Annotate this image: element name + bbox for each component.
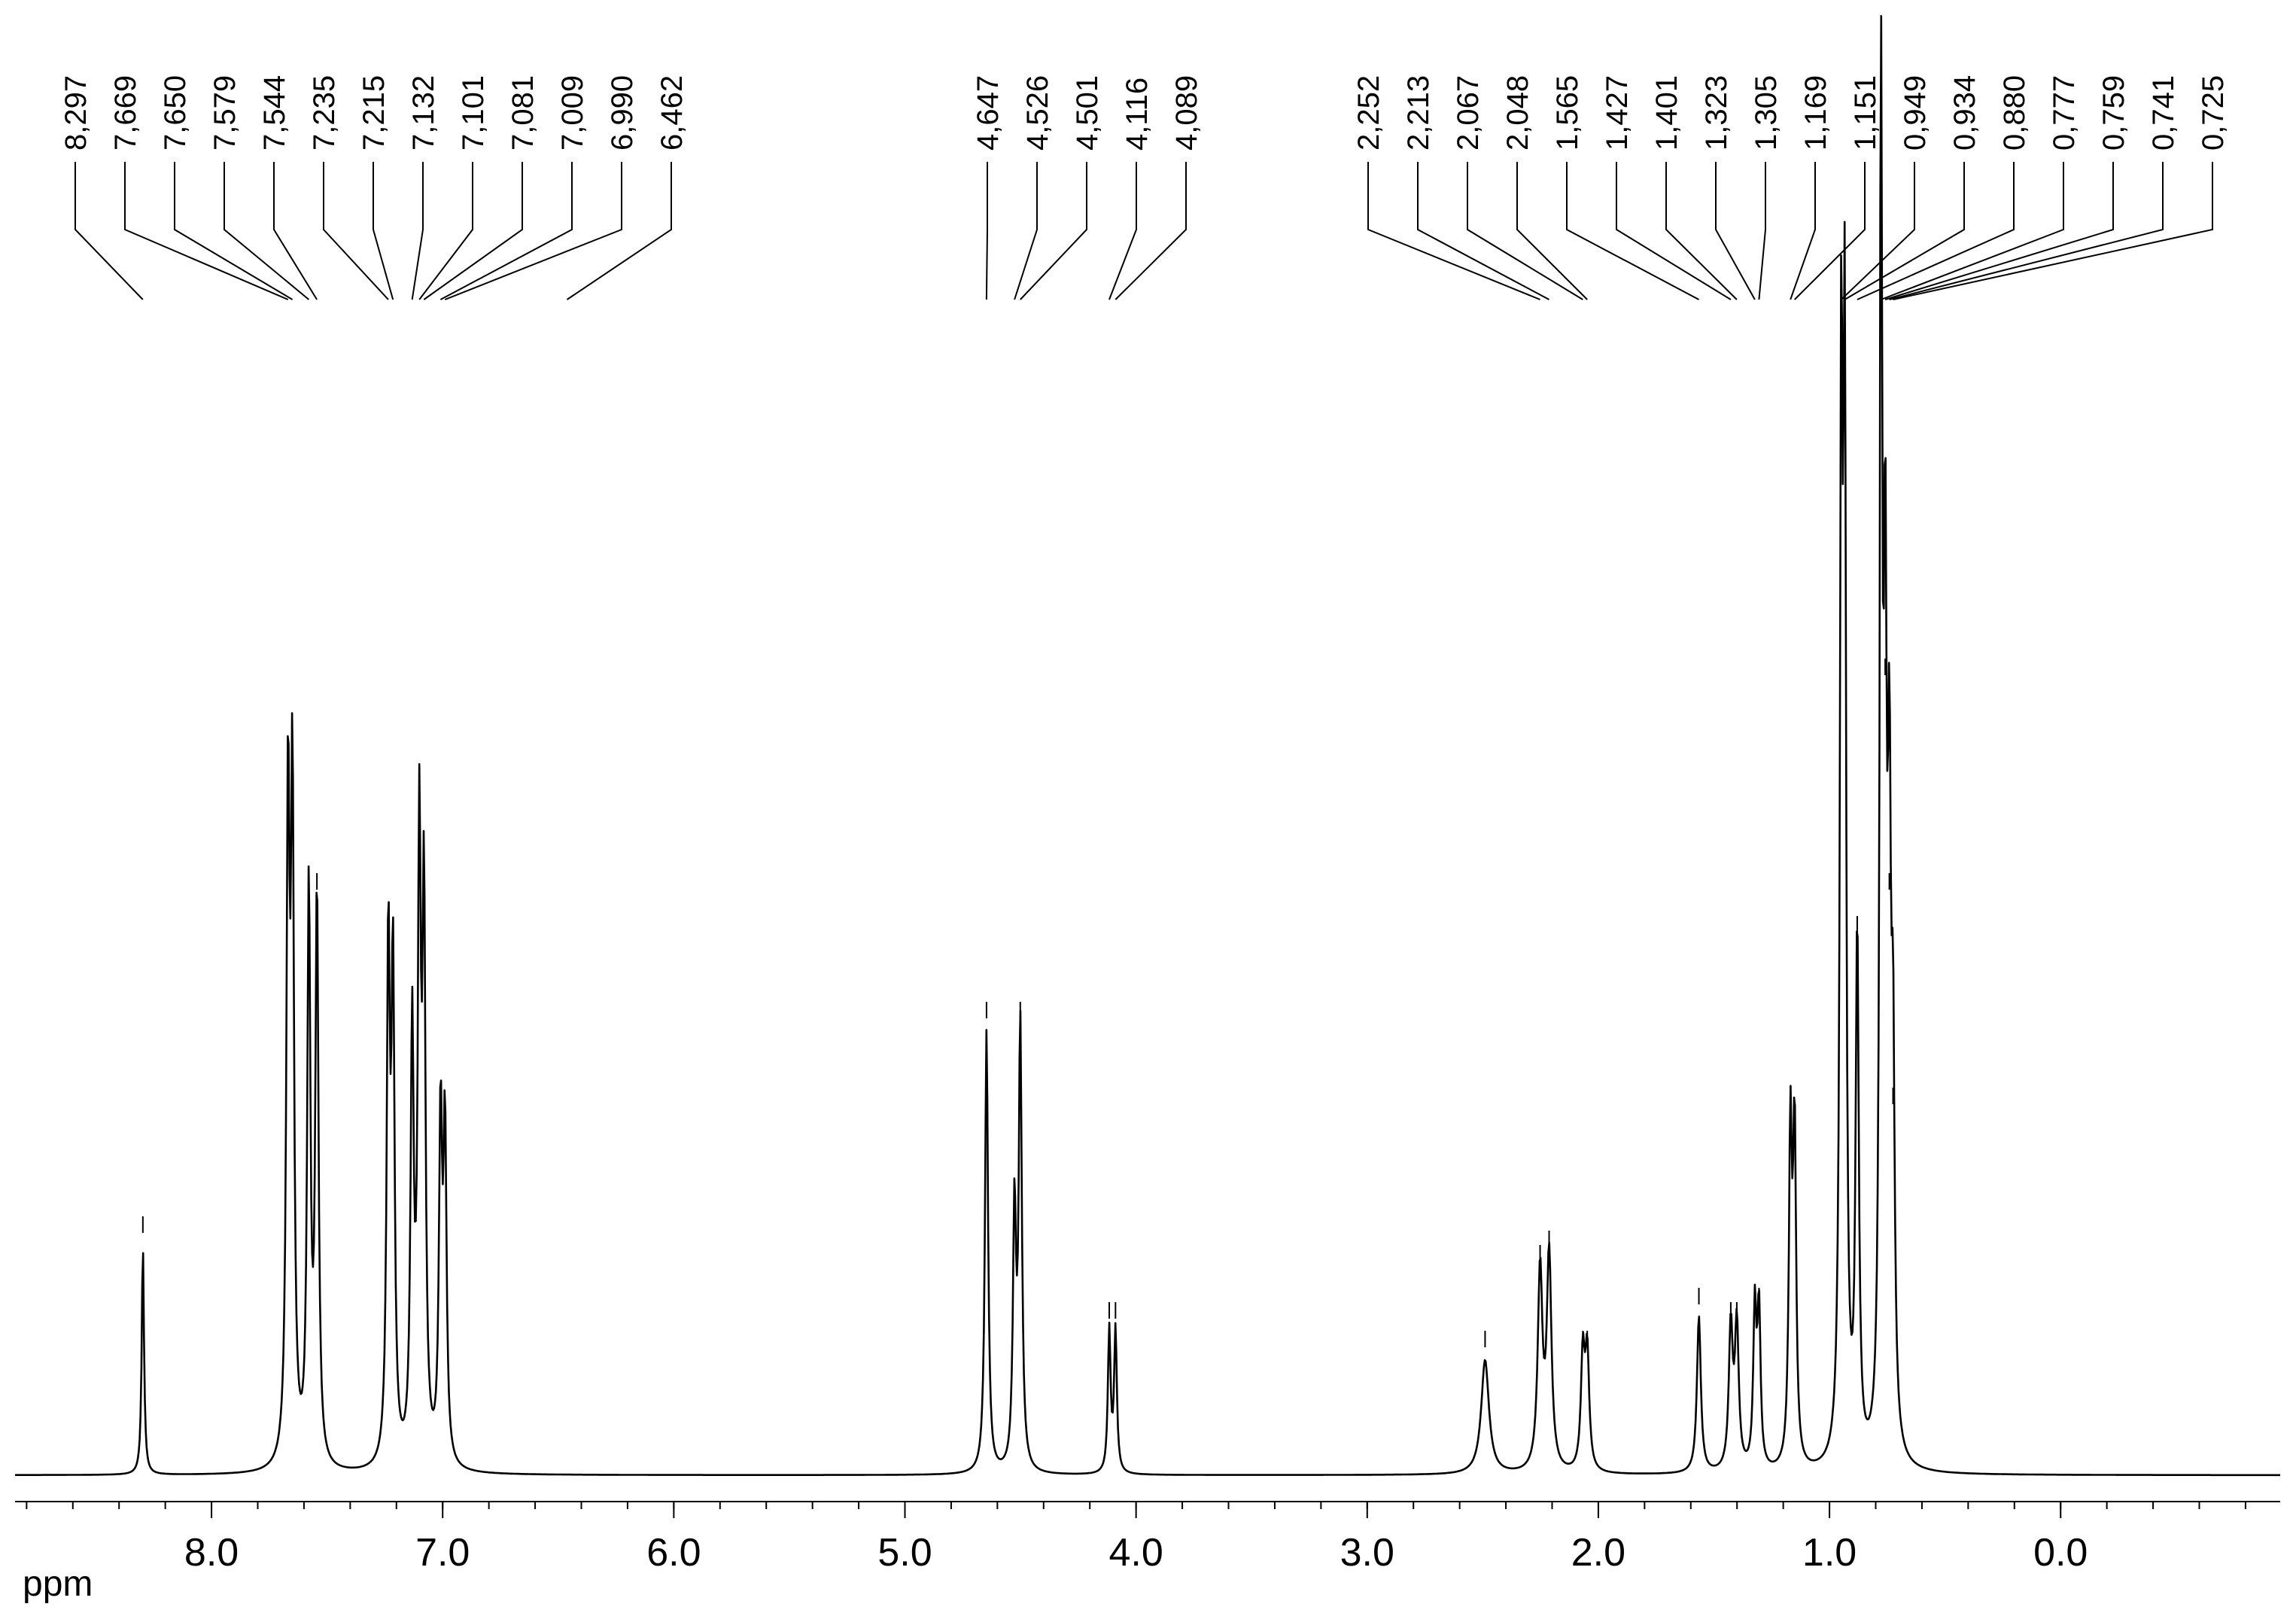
x-axis-tick-label: 4.0	[1108, 1531, 1163, 1575]
peak-label: 1,151	[1849, 75, 1882, 151]
peak-label: 0,777	[2048, 75, 2081, 151]
peak-label: 0,880	[1998, 75, 2031, 151]
peak-label: 1,565	[1551, 75, 1584, 151]
x-axis-tick-label: 7.0	[415, 1531, 470, 1575]
peak-label-leader	[1893, 162, 2213, 300]
peak-label-leader	[418, 162, 473, 300]
peak-label: 7,132	[407, 75, 440, 151]
peak-label-leader	[444, 162, 622, 300]
peak-label: 6,990	[606, 75, 639, 151]
peak-label: 4,116	[1121, 78, 1154, 151]
peak-label-leader	[1857, 162, 2015, 300]
peak-label-leader	[423, 162, 523, 300]
x-axis-tick-label: 2.0	[1571, 1531, 1625, 1575]
peak-label-leader	[1020, 162, 1087, 300]
peak-label: 6,462	[655, 75, 689, 151]
peak-label-leader	[1516, 162, 1588, 300]
peak-label-leader	[1790, 162, 1816, 300]
peak-label: 2,252	[1352, 75, 1385, 151]
peak-label: 4,089	[1170, 75, 1203, 151]
peak-label: 7,579	[208, 75, 242, 151]
x-axis-tick-label: 3.0	[1340, 1531, 1394, 1575]
peak-label: 7,544	[258, 75, 291, 151]
peak-label-leader	[1758, 162, 1766, 300]
peak-label: 7,081	[506, 75, 540, 151]
peak-label: 1,323	[1700, 75, 1733, 151]
peak-label-leader	[411, 162, 424, 300]
peak-label-leader	[566, 162, 672, 300]
peak-label: 1,401	[1650, 75, 1683, 151]
peak-label: 7,650	[159, 75, 192, 151]
peak-label-leader	[124, 162, 289, 300]
peak-label-leader	[1115, 162, 1187, 300]
peak-label-leader	[273, 162, 318, 300]
peak-label-leader	[75, 162, 144, 300]
peak-label: 2,067	[1452, 75, 1485, 151]
peak-label-leader	[1367, 162, 1540, 300]
peak-label-leader	[1884, 162, 2114, 300]
peak-label-leader	[1566, 162, 1699, 300]
peak-label: 0,949	[1899, 75, 1932, 151]
peak-label: 4,647	[972, 75, 1005, 151]
peak-label: 1,169	[1799, 75, 1832, 151]
peak-label-leader	[1844, 162, 1965, 300]
peak-label: 0,741	[2147, 75, 2180, 151]
x-axis-tick-label: 5.0	[877, 1531, 932, 1575]
x-axis-tick-label: 0.0	[2033, 1531, 2088, 1575]
peak-label-leader	[1881, 162, 2064, 300]
peak-label: 4,501	[1071, 75, 1104, 151]
x-axis-tick-label: 6.0	[646, 1531, 701, 1575]
peak-label: 7,215	[357, 75, 391, 151]
x-axis-tick-label: 8.0	[184, 1531, 239, 1575]
peak-label-leader	[1616, 162, 1732, 300]
peak-label-leader	[174, 162, 293, 300]
x-axis-tick-label: 1.0	[1802, 1531, 1857, 1575]
peak-label: 4,526	[1021, 75, 1054, 151]
peak-label-leader	[1715, 162, 1756, 300]
peak-label: 8,297	[59, 75, 93, 151]
peak-label-leader	[1793, 162, 1866, 300]
x-axis-unit-label: ppm	[23, 1564, 93, 1604]
peak-label-leader	[439, 162, 573, 300]
peak-label-leader	[323, 162, 389, 300]
peak-label: 0,759	[2097, 75, 2130, 151]
peak-label: 2,213	[1402, 75, 1435, 151]
peak-label-leader	[1841, 162, 1915, 300]
peak-label: 7,669	[109, 75, 142, 151]
peak-label-leader	[1417, 162, 1549, 300]
peak-label-leader	[1108, 162, 1137, 300]
peak-label: 0,725	[2197, 75, 2230, 151]
peak-label: 2,048	[1501, 75, 1534, 151]
peak-label-leader	[1467, 162, 1583, 300]
spectrum-plot	[14, 15, 2281, 1477]
peak-label: 7,009	[556, 75, 589, 151]
peak-label-leader	[1665, 162, 1738, 300]
peak-label-leader	[373, 162, 394, 300]
peak-label: 1,305	[1750, 75, 1783, 151]
peak-label: 7,101	[457, 75, 490, 151]
peak-label: 0,934	[1948, 75, 1981, 151]
peak-label-leader	[224, 162, 310, 300]
peak-label: 7,235	[308, 75, 341, 151]
peak-labels: 8,297 7,669 7,650 7,579 7,544 7,235 7,215 7,132…	[59, 75, 2230, 300]
peak-label-leader	[1014, 162, 1038, 300]
spectrum-trace	[14, 15, 2281, 1477]
peak-label: 1,427	[1601, 75, 1634, 151]
x-axis: 8.0 7.0 6.0 5.0 4.0 3.0 2.0 1.0 0.0	[15, 1501, 2280, 1575]
peak-label-leader	[1889, 162, 2164, 300]
